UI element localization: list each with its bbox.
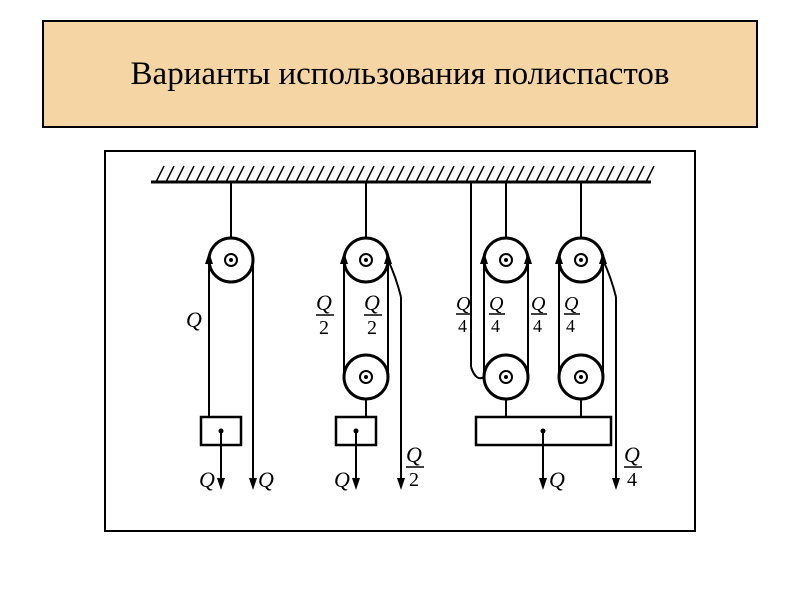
label-q-right: Q	[258, 467, 274, 492]
label-q2-out-num: Q	[406, 442, 422, 467]
title-text: Варианты использования полиспастов	[131, 53, 670, 96]
label-q2-out-den: 2	[409, 469, 419, 491]
label-q2-right-den: 2	[367, 317, 377, 339]
label-q4-4-num: Q	[564, 293, 579, 315]
label-q4-3-den: 4	[533, 316, 542, 336]
label-q-load2: Q	[334, 467, 350, 492]
label-q4-out-den: 4	[627, 469, 637, 491]
pulley-diagram: Q Q Q	[106, 152, 694, 530]
label-q2-left-den: 2	[319, 317, 329, 339]
system-1: Q Q Q	[186, 182, 274, 492]
label-q4-1-num: Q	[456, 293, 471, 315]
label-q4-out-num: Q	[624, 442, 640, 467]
diagram-container: Q Q Q	[104, 150, 696, 532]
label-q2-left-num: Q	[316, 290, 332, 315]
label-q-up: Q	[186, 307, 202, 332]
system-2: Q 2 Q 2 Q Q 2	[316, 182, 424, 492]
label-q-load3: Q	[549, 467, 565, 492]
label-q4-1-den: 4	[458, 316, 467, 336]
label-q4-3-num: Q	[531, 293, 546, 315]
label-q-load: Q	[199, 467, 215, 492]
label-q4-2-den: 4	[491, 316, 500, 336]
system-3: Q 4 Q 4 Q 4 Q 4 Q Q 4	[456, 182, 642, 492]
label-q4-4-den: 4	[566, 316, 575, 336]
label-q4-2-num: Q	[489, 293, 504, 315]
ceiling-hatching	[156, 166, 654, 182]
label-q2-right-num: Q	[364, 290, 380, 315]
title-box: Варианты использования полиспастов	[42, 20, 758, 128]
